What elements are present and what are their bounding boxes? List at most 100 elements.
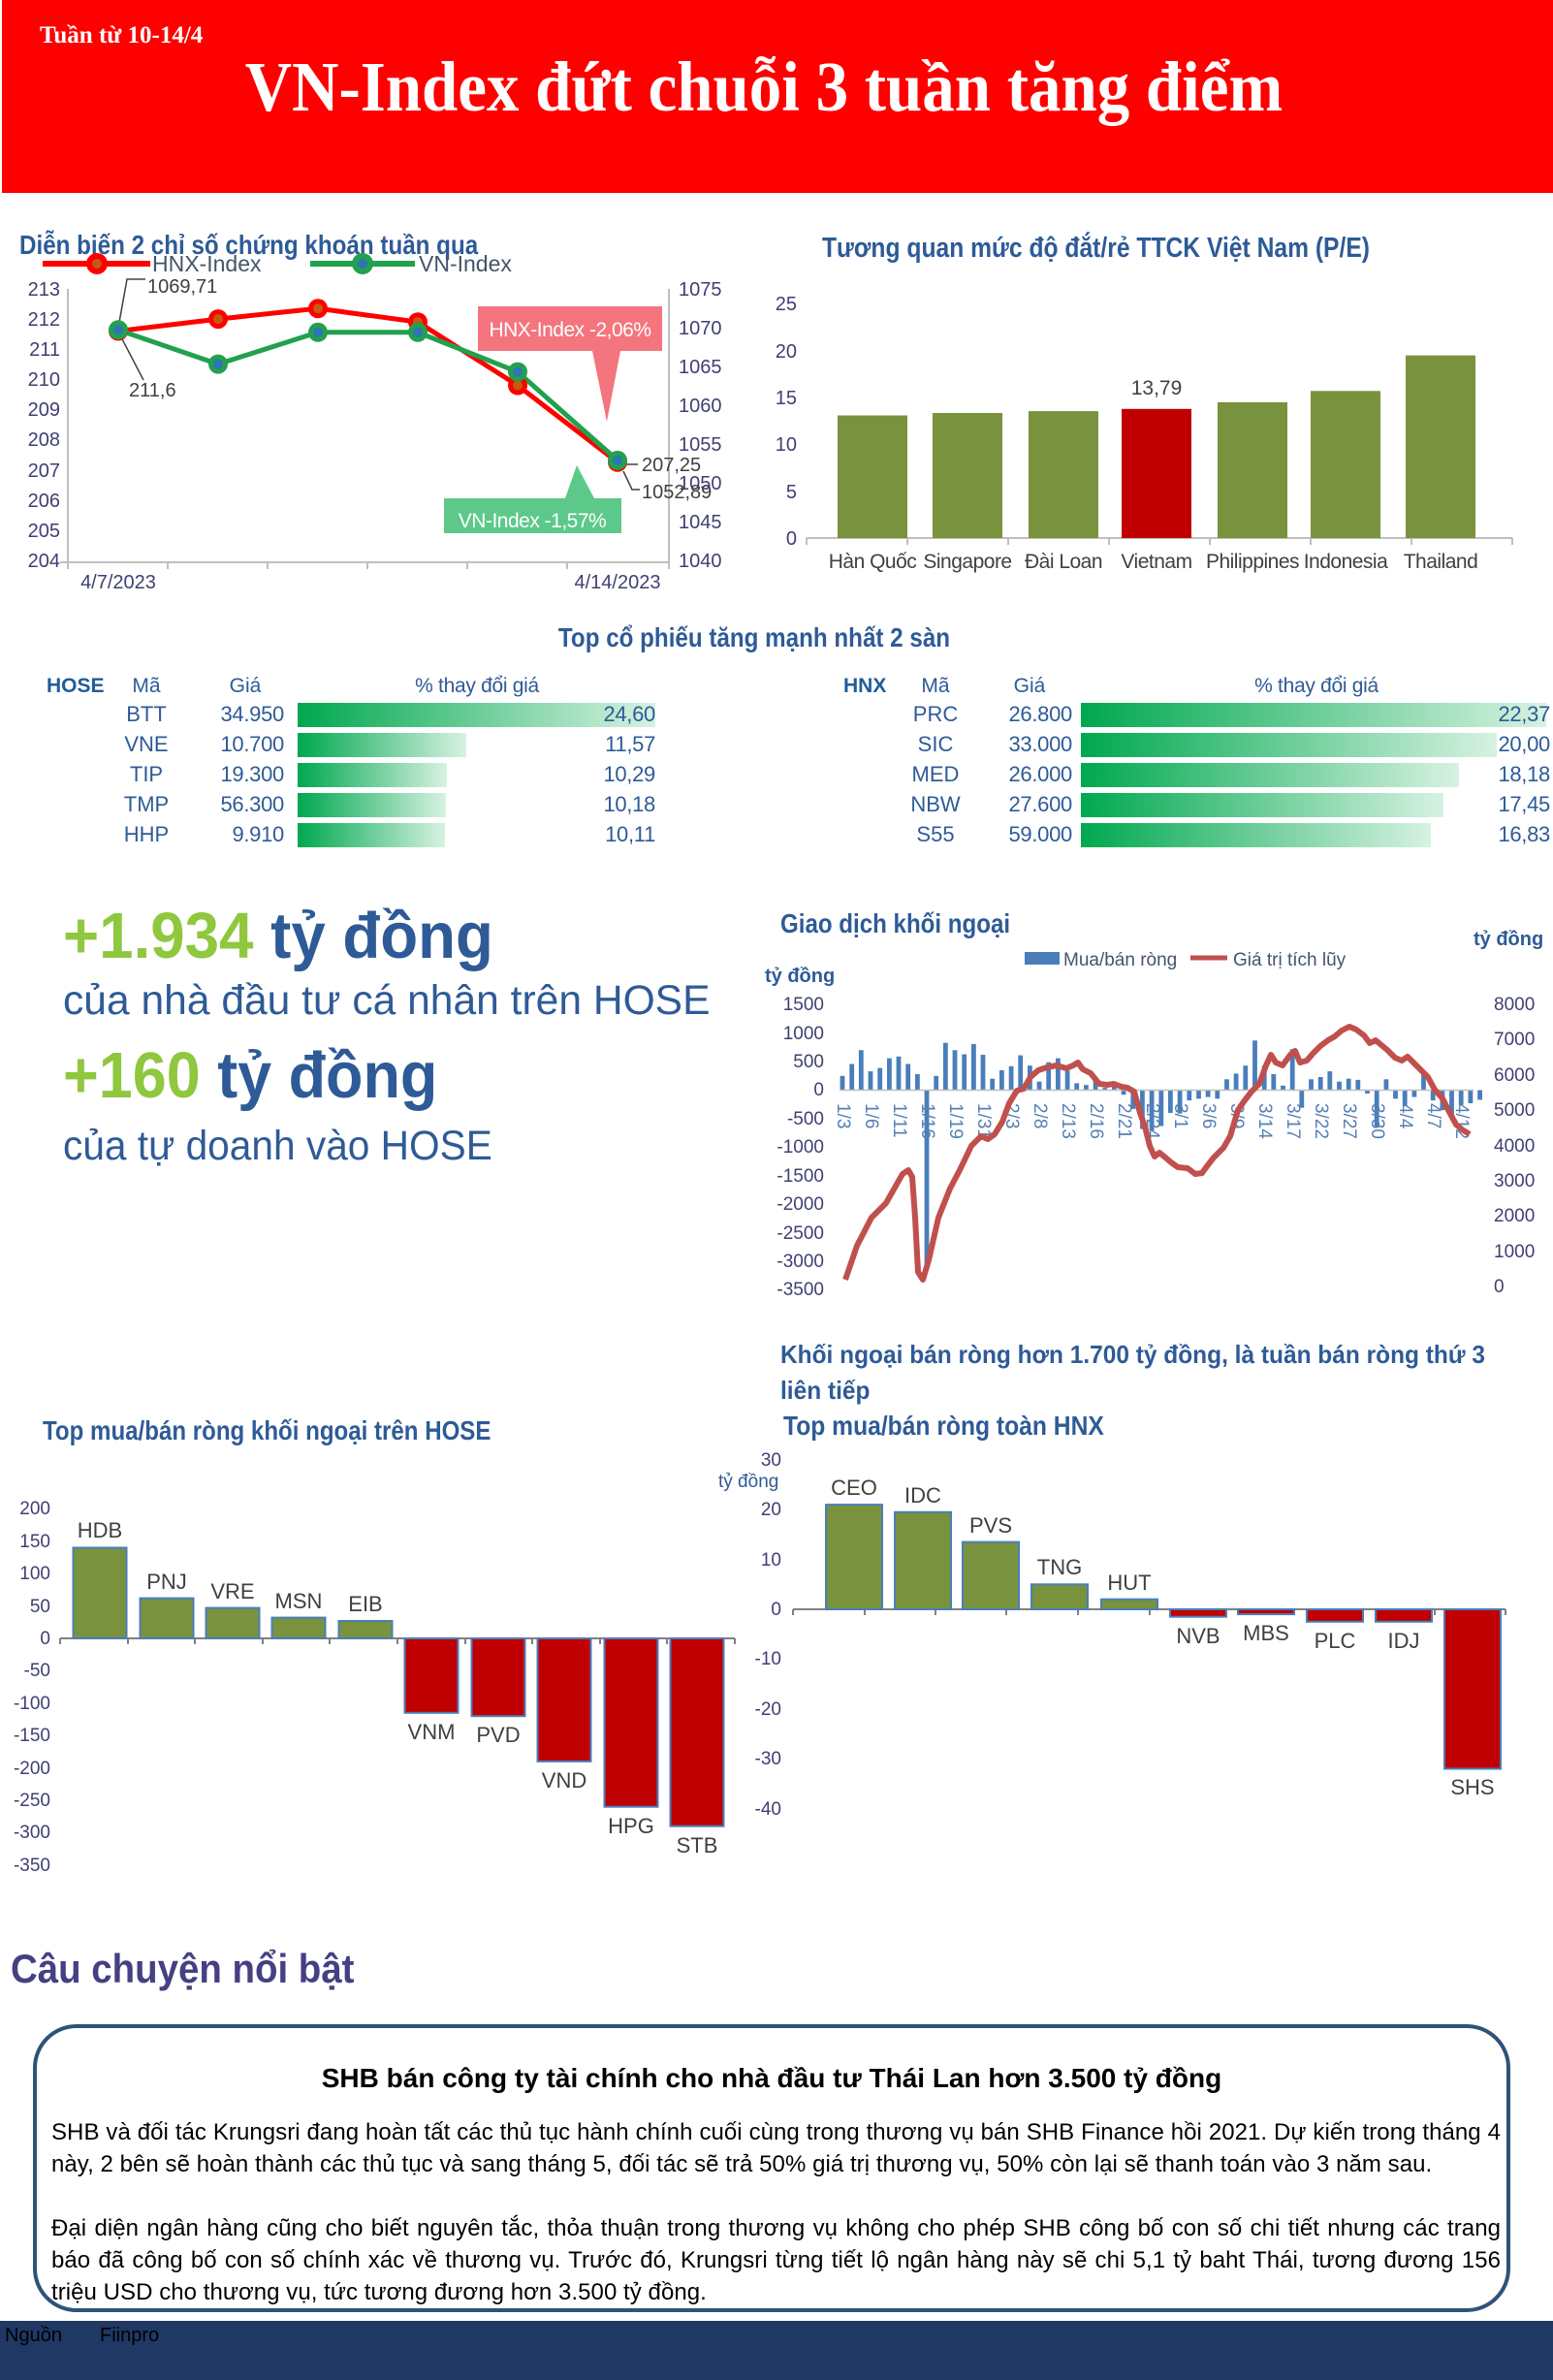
svg-text:7000: 7000 — [1494, 1030, 1535, 1050]
svg-text:5: 5 — [786, 482, 797, 503]
svg-text:212: 212 — [28, 309, 60, 331]
svg-text:207,25: 207,25 — [642, 455, 701, 476]
svg-text:-350: -350 — [14, 1856, 50, 1876]
svg-text:0: 0 — [1494, 1277, 1505, 1297]
svg-text:1/16: 1/16 — [917, 1103, 937, 1139]
svg-text:211: 211 — [29, 339, 60, 361]
svg-text:50: 50 — [30, 1597, 50, 1617]
svg-text:-500: -500 — [787, 1109, 824, 1129]
svg-text:150: 150 — [19, 1532, 50, 1552]
svg-text:Hàn Quốc: Hàn Quốc — [829, 551, 917, 573]
svg-text:TNG: TNG — [1037, 1555, 1082, 1579]
svg-text:15: 15 — [776, 388, 797, 409]
svg-text:1052,89: 1052,89 — [642, 482, 712, 503]
svg-text:30: 30 — [761, 1450, 781, 1471]
svg-text:MSN: MSN — [275, 1589, 323, 1613]
svg-text:PVD: PVD — [476, 1723, 520, 1747]
svg-text:4/14/2023: 4/14/2023 — [575, 572, 661, 593]
svg-text:HDB: HDB — [78, 1518, 122, 1542]
svg-text:-10: -10 — [755, 1649, 781, 1669]
svg-text:1040: 1040 — [679, 551, 722, 572]
svg-text:3/6: 3/6 — [1198, 1103, 1219, 1128]
svg-text:2/21: 2/21 — [1114, 1103, 1134, 1139]
svg-text:3/17: 3/17 — [1283, 1103, 1303, 1139]
svg-text:VN-Index: VN-Index — [419, 251, 512, 276]
svg-text:PNJ: PNJ — [146, 1570, 187, 1594]
svg-text:-250: -250 — [14, 1791, 50, 1811]
svg-text:3/14: 3/14 — [1254, 1103, 1275, 1139]
svg-text:Mua/bán ròng: Mua/bán ròng — [1063, 950, 1177, 970]
svg-text:1/31: 1/31 — [973, 1103, 994, 1139]
svg-text:Singapore: Singapore — [923, 551, 1011, 573]
svg-text:1055: 1055 — [679, 434, 722, 456]
svg-text:208: 208 — [28, 429, 60, 451]
svg-text:3000: 3000 — [1494, 1171, 1535, 1191]
svg-text:209: 209 — [28, 399, 60, 421]
svg-text:STB: STB — [677, 1833, 718, 1857]
svg-text:-3000: -3000 — [776, 1252, 824, 1272]
svg-text:0: 0 — [813, 1080, 824, 1100]
svg-text:Thailand: Thailand — [1404, 551, 1478, 573]
svg-text:3/22: 3/22 — [1311, 1103, 1331, 1139]
svg-text:NVB: NVB — [1176, 1624, 1220, 1648]
svg-text:HPG: HPG — [608, 1814, 654, 1838]
svg-text:VND: VND — [542, 1768, 586, 1793]
svg-text:-3500: -3500 — [776, 1280, 824, 1300]
svg-text:213: 213 — [28, 279, 60, 301]
svg-text:-2500: -2500 — [776, 1223, 824, 1244]
svg-text:Đài Loan: Đài Loan — [1025, 551, 1102, 573]
svg-text:1045: 1045 — [679, 512, 722, 533]
svg-text:1075: 1075 — [679, 279, 722, 301]
svg-text:HNX-Index -2,06%: HNX-Index -2,06% — [489, 319, 650, 341]
svg-text:-2000: -2000 — [776, 1194, 824, 1215]
svg-text:1060: 1060 — [679, 396, 722, 417]
svg-text:211,6: 211,6 — [129, 380, 176, 401]
svg-text:10: 10 — [761, 1550, 781, 1571]
svg-text:20: 20 — [761, 1500, 781, 1520]
svg-text:2/8: 2/8 — [1030, 1103, 1050, 1128]
svg-text:207: 207 — [28, 460, 60, 482]
svg-text:2/16: 2/16 — [1086, 1103, 1106, 1139]
svg-text:SHS: SHS — [1450, 1775, 1494, 1799]
svg-text:1000: 1000 — [1494, 1242, 1535, 1262]
svg-text:100: 100 — [19, 1564, 50, 1584]
svg-text:1/3: 1/3 — [833, 1103, 853, 1128]
svg-text:1/11: 1/11 — [889, 1103, 909, 1138]
svg-text:200: 200 — [19, 1499, 50, 1519]
svg-text:-150: -150 — [14, 1726, 50, 1746]
svg-text:25: 25 — [776, 294, 797, 315]
svg-text:-1000: -1000 — [776, 1137, 824, 1158]
svg-text:-1500: -1500 — [776, 1166, 824, 1187]
svg-text:-40: -40 — [755, 1799, 781, 1820]
svg-text:2000: 2000 — [1494, 1206, 1535, 1226]
svg-text:EIB: EIB — [348, 1592, 382, 1616]
svg-text:205: 205 — [28, 521, 60, 542]
svg-text:3/27: 3/27 — [1339, 1103, 1359, 1139]
svg-text:-50: -50 — [24, 1661, 50, 1681]
svg-text:-200: -200 — [14, 1759, 50, 1779]
svg-text:1500: 1500 — [783, 995, 824, 1015]
svg-text:-300: -300 — [14, 1823, 50, 1843]
svg-text:PLC: PLC — [1315, 1629, 1356, 1653]
svg-text:IDC: IDC — [904, 1483, 941, 1507]
svg-text:210: 210 — [28, 369, 60, 391]
svg-text:MBS: MBS — [1243, 1621, 1289, 1645]
svg-text:2/13: 2/13 — [1058, 1103, 1078, 1139]
svg-text:CEO: CEO — [831, 1476, 877, 1500]
svg-text:4/7/2023: 4/7/2023 — [80, 572, 156, 593]
svg-text:4/4: 4/4 — [1395, 1103, 1415, 1129]
svg-text:4000: 4000 — [1494, 1136, 1535, 1157]
svg-text:206: 206 — [28, 491, 60, 512]
svg-text:5000: 5000 — [1494, 1100, 1535, 1121]
svg-text:HUT: HUT — [1107, 1571, 1151, 1595]
svg-text:0: 0 — [40, 1629, 50, 1649]
svg-text:6000: 6000 — [1494, 1065, 1535, 1086]
svg-text:3/30: 3/30 — [1367, 1103, 1387, 1139]
svg-text:1050: 1050 — [679, 473, 722, 494]
svg-text:4/7: 4/7 — [1423, 1103, 1443, 1128]
svg-text:VN-Index -1,57%: VN-Index -1,57% — [459, 510, 606, 532]
svg-text:500: 500 — [793, 1052, 824, 1072]
svg-text:10: 10 — [776, 434, 797, 456]
svg-text:Vietnam: Vietnam — [1121, 551, 1191, 573]
svg-text:1000: 1000 — [783, 1024, 824, 1044]
